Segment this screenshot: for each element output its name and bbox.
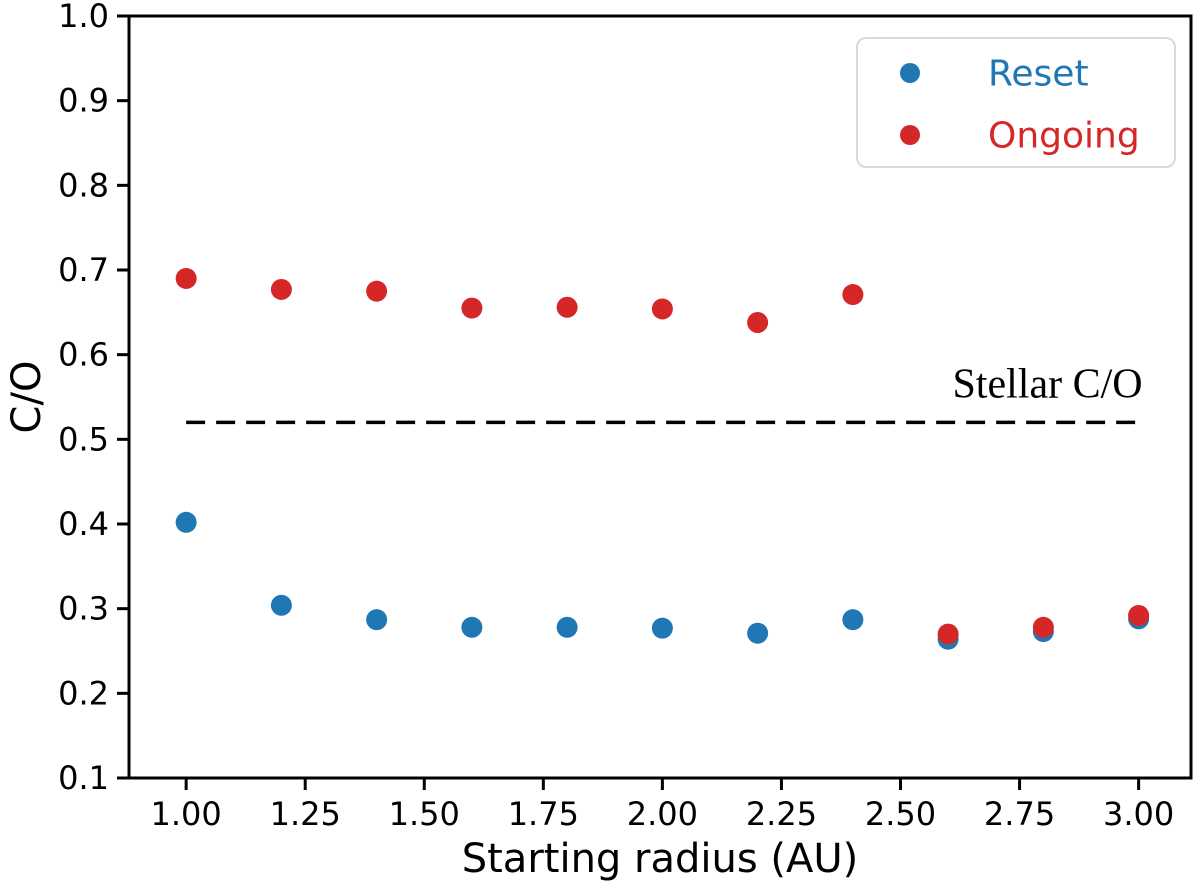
ongoing-data-point [747,311,769,333]
y-tick-label: 0.8 [58,166,109,204]
y-tick-label: 1.0 [58,0,109,35]
ongoing-data-point [1128,604,1150,626]
reset-data-point [651,617,673,639]
ongoing-data-point [651,298,673,320]
x-tick-label: 1.00 [151,795,222,833]
reset-data-point [556,616,578,638]
legend-label-reset: Reset [988,54,1089,95]
y-tick-label: 0.5 [58,420,109,458]
y-tick-label: 0.2 [58,674,109,712]
x-tick-label: 2.00 [627,795,698,833]
y-axis-label: C/O [4,361,50,434]
y-tick-label: 0.3 [58,590,109,628]
plot-area-border [127,14,1193,780]
ongoing-data-point [461,297,483,319]
reset-data-point [366,609,388,631]
x-tick-label: 1.75 [508,795,579,833]
x-tick-label: 2.50 [865,795,936,833]
reset-data-point [747,622,769,644]
x-tick-label: 2.25 [746,795,817,833]
legend-marker-ongoing-icon [900,125,920,145]
y-tick-label: 0.9 [58,82,109,120]
ongoing-data-point [270,278,292,300]
y-tick-label: 0.7 [58,251,109,289]
x-tick-label: 2.75 [984,795,1055,833]
y-tick-label: 0.4 [58,505,109,543]
legend-marker-reset-icon [900,63,920,83]
ongoing-data-point [842,284,864,306]
ongoing-data-point [556,296,578,318]
x-tick-label: 1.25 [270,795,341,833]
legend-label-ongoing: Ongoing [988,116,1140,157]
y-tick-label: 0.6 [58,336,109,374]
reset-data-point [175,511,197,533]
x-tick-label: 1.50 [389,795,460,833]
series-ongoing [175,267,1150,645]
ongoing-data-point [937,623,959,645]
ongoing-data-point [366,280,388,302]
reset-data-point [270,594,292,616]
stellar-co-label: Stellar C/O [952,361,1142,407]
x-axis-label: Starting radius (AU) [462,836,859,882]
x-tick-label: 3.00 [1103,795,1174,833]
legend-box [856,37,1176,168]
reset-data-point [842,609,864,631]
ongoing-data-point [175,267,197,289]
legend: Reset Ongoing [856,37,1176,168]
ongoing-data-point [1032,616,1054,638]
reset-data-point [461,616,483,638]
y-tick-label: 0.1 [58,759,109,797]
